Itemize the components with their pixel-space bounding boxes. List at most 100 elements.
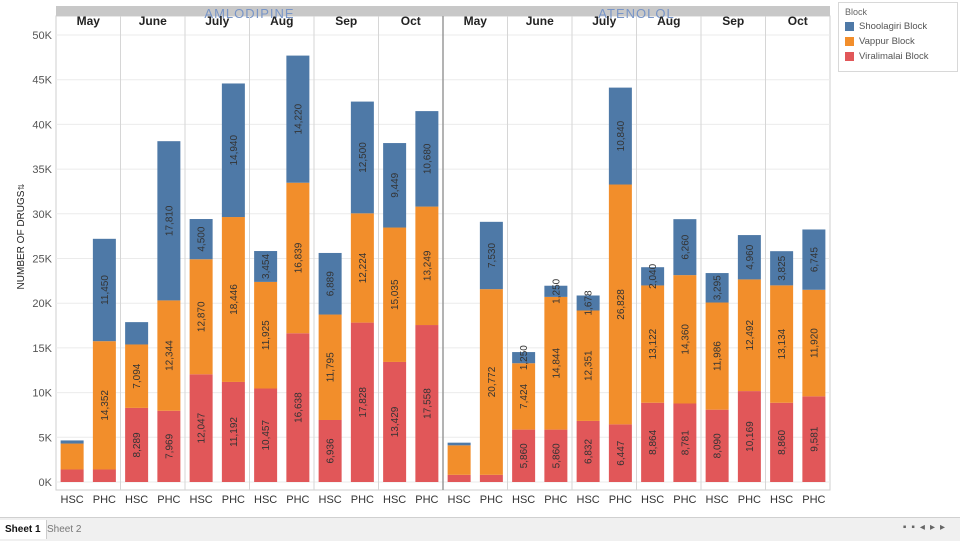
data-label: 16,638 — [293, 392, 304, 423]
month-label: June — [526, 14, 554, 28]
x-tick-label: HSC — [512, 494, 535, 506]
bar-segment-viralimalai — [125, 407, 149, 482]
y-tick-label: 40K — [32, 119, 52, 131]
data-label: 7,969 — [164, 433, 175, 458]
bar-segment-shoolagiri — [673, 219, 697, 276]
bar-segment-vappur — [60, 443, 84, 470]
data-label: 12,224 — [358, 252, 369, 283]
data-label: 2,040 — [648, 263, 659, 288]
bar-segment-vappur — [415, 206, 439, 326]
x-tick-label: HSC — [383, 494, 406, 506]
bar-segment-vappur — [286, 182, 310, 334]
bar-segment-vappur — [576, 310, 600, 421]
bar-segment-vappur — [673, 275, 697, 404]
bar-segment-viralimalai — [479, 474, 503, 482]
x-tick-label: PHC — [609, 494, 632, 506]
x-tick-label: PHC — [802, 494, 825, 506]
x-tick-label: HSC — [125, 494, 148, 506]
legend-title: Block — [845, 7, 868, 17]
header-band — [56, 6, 830, 16]
bar-segment-vappur — [92, 341, 116, 470]
data-label: 11,986 — [713, 341, 724, 371]
bar-segment-viralimalai — [576, 420, 600, 482]
bar-segment-viralimalai — [641, 402, 665, 482]
bar-segment-shoolagiri — [60, 440, 84, 444]
data-label: 20,772 — [487, 366, 498, 397]
month-label: Sep — [335, 14, 357, 28]
x-tick-label: PHC — [286, 494, 309, 506]
sheet-nav-controls[interactable]: ▪▪◂▸▸ — [902, 522, 950, 533]
bar-segment-shoolagiri — [92, 238, 116, 342]
x-tick-label: PHC — [673, 494, 696, 506]
x-tick-label: PHC — [480, 494, 503, 506]
tab-sheet-1[interactable]: Sheet 1 — [0, 520, 47, 539]
drug-title: AMLODIPINE — [204, 6, 294, 21]
bar-segment-shoolagiri — [447, 442, 471, 446]
data-label: 12,351 — [584, 350, 595, 381]
legend-item-viralimalai[interactable]: Viralimalai Block — [839, 49, 957, 64]
data-label: 6,260 — [680, 234, 691, 259]
legend-item-shoolagiri[interactable]: Shoolagiri Block — [839, 19, 957, 34]
data-label: 6,889 — [326, 271, 337, 296]
bar-segment-viralimalai — [512, 429, 536, 482]
legend-item-vappur[interactable]: Vappur Block — [839, 34, 957, 49]
legend-swatch-shoolagiri — [845, 22, 854, 31]
data-label: 13,429 — [390, 406, 401, 437]
data-label: 12,870 — [197, 301, 208, 332]
x-tick-label: HSC — [448, 494, 471, 506]
data-label: 17,558 — [422, 388, 433, 419]
x-tick-label: HSC — [319, 494, 342, 506]
bar-segment-shoolagiri — [802, 229, 826, 290]
y-axis-title: NUMBER OF DRUGS — [16, 190, 27, 289]
data-label: 10,169 — [745, 421, 756, 452]
data-label: 7,424 — [519, 383, 530, 408]
x-tick-label: HSC — [641, 494, 664, 506]
bar-segment-vappur — [544, 296, 568, 430]
data-label: 11,920 — [809, 328, 820, 358]
x-tick-label: PHC — [544, 494, 567, 506]
bar-segment-viralimalai — [705, 409, 729, 482]
data-label: 3,295 — [713, 275, 724, 300]
bar-segment-viralimalai — [157, 410, 181, 482]
bar-segment-viralimalai — [415, 325, 439, 482]
data-label: 18,446 — [229, 284, 240, 315]
bar-segment-viralimalai — [350, 322, 374, 482]
bar-segment-vappur — [641, 285, 665, 403]
month-label: July — [592, 14, 616, 28]
drug-title: ATENOLOL — [598, 6, 674, 21]
bar-segment-shoolagiri — [221, 83, 245, 218]
data-label: 9,449 — [390, 172, 401, 197]
month-label: June — [139, 14, 167, 28]
data-label: 7,094 — [132, 363, 143, 388]
bar-segment-shoolagiri — [544, 285, 568, 297]
bar-segment-shoolagiri — [770, 251, 794, 286]
bar-segment-viralimalai — [189, 374, 213, 482]
bar-segment-viralimalai — [221, 381, 245, 482]
data-label: 15,035 — [390, 279, 401, 310]
bar-segment-vappur — [770, 285, 794, 403]
tab-sheet-2[interactable]: Sheet 2 — [47, 524, 82, 535]
x-tick-label: HSC — [706, 494, 729, 506]
data-label: 11,795 — [326, 352, 337, 382]
bar-segment-shoolagiri — [318, 252, 342, 315]
x-tick-label: HSC — [254, 494, 277, 506]
bar-segment-shoolagiri — [350, 101, 374, 214]
y-tick-label: 5K — [39, 432, 53, 444]
bar-segment-viralimalai — [383, 361, 407, 482]
bar-segment-shoolagiri — [641, 267, 665, 286]
bar-segment-vappur — [512, 363, 536, 430]
x-tick-label: PHC — [93, 494, 116, 506]
y-axis-sort-icon: ⇅ — [17, 183, 26, 190]
bar-segment-shoolagiri — [254, 251, 278, 282]
bar-segment-vappur — [189, 259, 213, 375]
data-label: 1,678 — [584, 290, 595, 315]
bar-segment-shoolagiri — [415, 111, 439, 207]
bar-segment-viralimalai — [92, 469, 116, 482]
data-label: 6,447 — [616, 440, 627, 465]
legend-label-shoolagiri: Shoolagiri Block — [859, 21, 928, 32]
bar-segment-shoolagiri — [383, 143, 407, 228]
x-tick-label: PHC — [415, 494, 438, 506]
data-label: 3,825 — [777, 255, 788, 280]
data-label: 11,192 — [229, 417, 240, 447]
data-label: 12,047 — [197, 412, 208, 443]
